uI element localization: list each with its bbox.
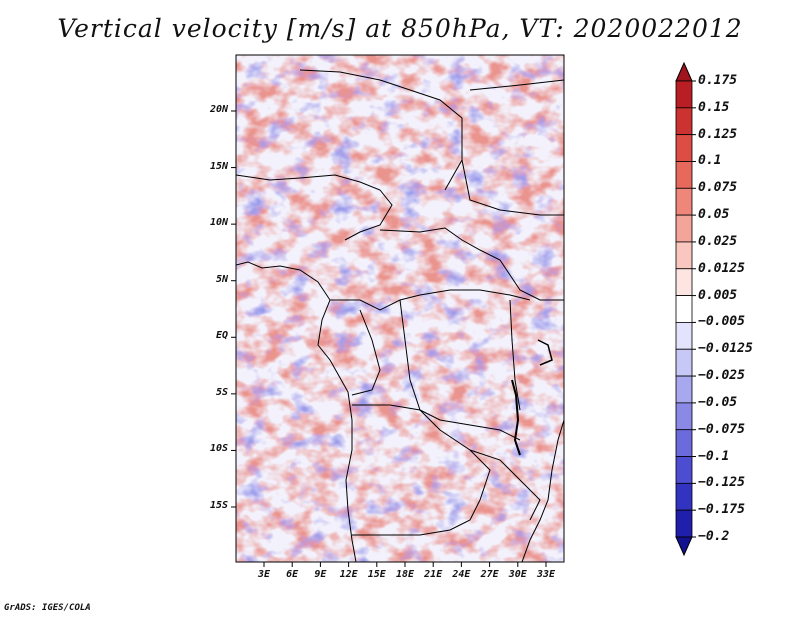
colorbar-swatch <box>675 509 693 538</box>
colorbar-swatch <box>675 241 693 270</box>
colorbar-swatch <box>675 375 693 404</box>
colorbar-label: −0.175 <box>698 502 745 518</box>
lon-label: 21E <box>424 569 443 580</box>
axis-ticks <box>231 110 547 567</box>
figure-title: Vertical velocity [m/s] at 850hPa, VT: 2… <box>57 14 743 43</box>
velocity-field-shading <box>236 55 564 562</box>
colorbar-label: −0.005 <box>698 314 745 330</box>
colorbar-swatch <box>675 295 693 323</box>
lake-1 <box>511 379 521 456</box>
border-ne <box>469 79 564 91</box>
colorbar-label: 0.075 <box>698 180 738 196</box>
colorbar-swatch <box>675 402 693 431</box>
lon-label: 12E <box>339 569 358 580</box>
colorbar <box>675 61 696 557</box>
lat-label: 15S <box>209 500 228 511</box>
colorbar-swatch <box>675 348 693 377</box>
lon-label: 30E <box>508 569 527 580</box>
map-panel <box>235 54 565 563</box>
colorbar-label: 0.15 <box>698 99 730 115</box>
lon-label: 24E <box>452 569 471 580</box>
colorbar-label: 0.125 <box>698 126 738 142</box>
border-east <box>509 299 521 411</box>
colorbar-label: −0.05 <box>698 394 738 410</box>
border-north-1 <box>236 174 393 241</box>
colorbar-swatch <box>675 80 693 109</box>
lon-label: 6E <box>286 569 299 580</box>
colorbar-label: 0.025 <box>698 233 738 249</box>
colorbar-label: −0.2 <box>698 529 730 544</box>
lat-label: EQ <box>215 330 228 342</box>
lake-2 <box>537 339 553 366</box>
lon-label: 15E <box>367 569 386 580</box>
lat-label: 10S <box>209 443 228 455</box>
border-east-2 <box>461 159 564 216</box>
colorbar-label: 0.175 <box>698 73 738 88</box>
lat-label: 5N <box>215 273 228 285</box>
colorbar-swatch <box>675 429 693 457</box>
colorbar-bottom-arrow <box>675 536 693 557</box>
lon-label: 3E <box>257 569 271 580</box>
software-credit: GrADS: IGES/COLA <box>4 603 91 613</box>
colorbar-swatch <box>675 134 693 162</box>
colorbar-swatch <box>675 187 693 216</box>
lat-label: 15N <box>209 160 228 172</box>
colorbar-label: 0.05 <box>698 207 730 223</box>
border-central-1 <box>330 289 531 311</box>
colorbar-label: −0.075 <box>698 421 745 437</box>
colorbar-label: 0.1 <box>698 153 722 169</box>
coastline-west-africa <box>236 261 357 562</box>
lon-label: 27E <box>480 569 499 580</box>
border-congo <box>351 309 381 396</box>
lon-label: 33E <box>536 569 556 580</box>
map-frame <box>235 54 565 563</box>
border-north-2 <box>299 69 463 191</box>
colorbar-label: 0.0125 <box>698 260 745 276</box>
colorbar-label: −0.025 <box>698 368 745 384</box>
colorbar-swatch <box>675 268 693 296</box>
colorbar-swatch <box>675 322 693 350</box>
boundaries <box>236 69 564 562</box>
coastline-east-africa <box>521 419 564 562</box>
border-sahel <box>379 227 564 301</box>
border-angola <box>352 404 491 536</box>
lat-label: 5S <box>215 386 228 398</box>
colorbar-label: −0.125 <box>698 475 745 491</box>
lon-label: 9E <box>314 569 327 580</box>
colorbar-top-arrow <box>675 61 693 82</box>
colorbar-swatch <box>675 482 693 511</box>
lat-label: 10N <box>209 217 228 229</box>
border-zambia <box>469 449 541 521</box>
colorbar-label: 0.005 <box>698 287 738 303</box>
colorbar-swatch <box>675 161 693 189</box>
colorbar-label: −0.0125 <box>698 341 753 357</box>
lon-label: 18E <box>395 569 415 580</box>
colorbar-label: −0.1 <box>698 448 730 464</box>
colorbar-swatch <box>675 214 693 243</box>
border-drc <box>399 299 521 441</box>
colorbar-swatch <box>675 456 693 484</box>
lat-label: 20N <box>209 104 228 115</box>
colorbar-swatch <box>675 107 693 136</box>
